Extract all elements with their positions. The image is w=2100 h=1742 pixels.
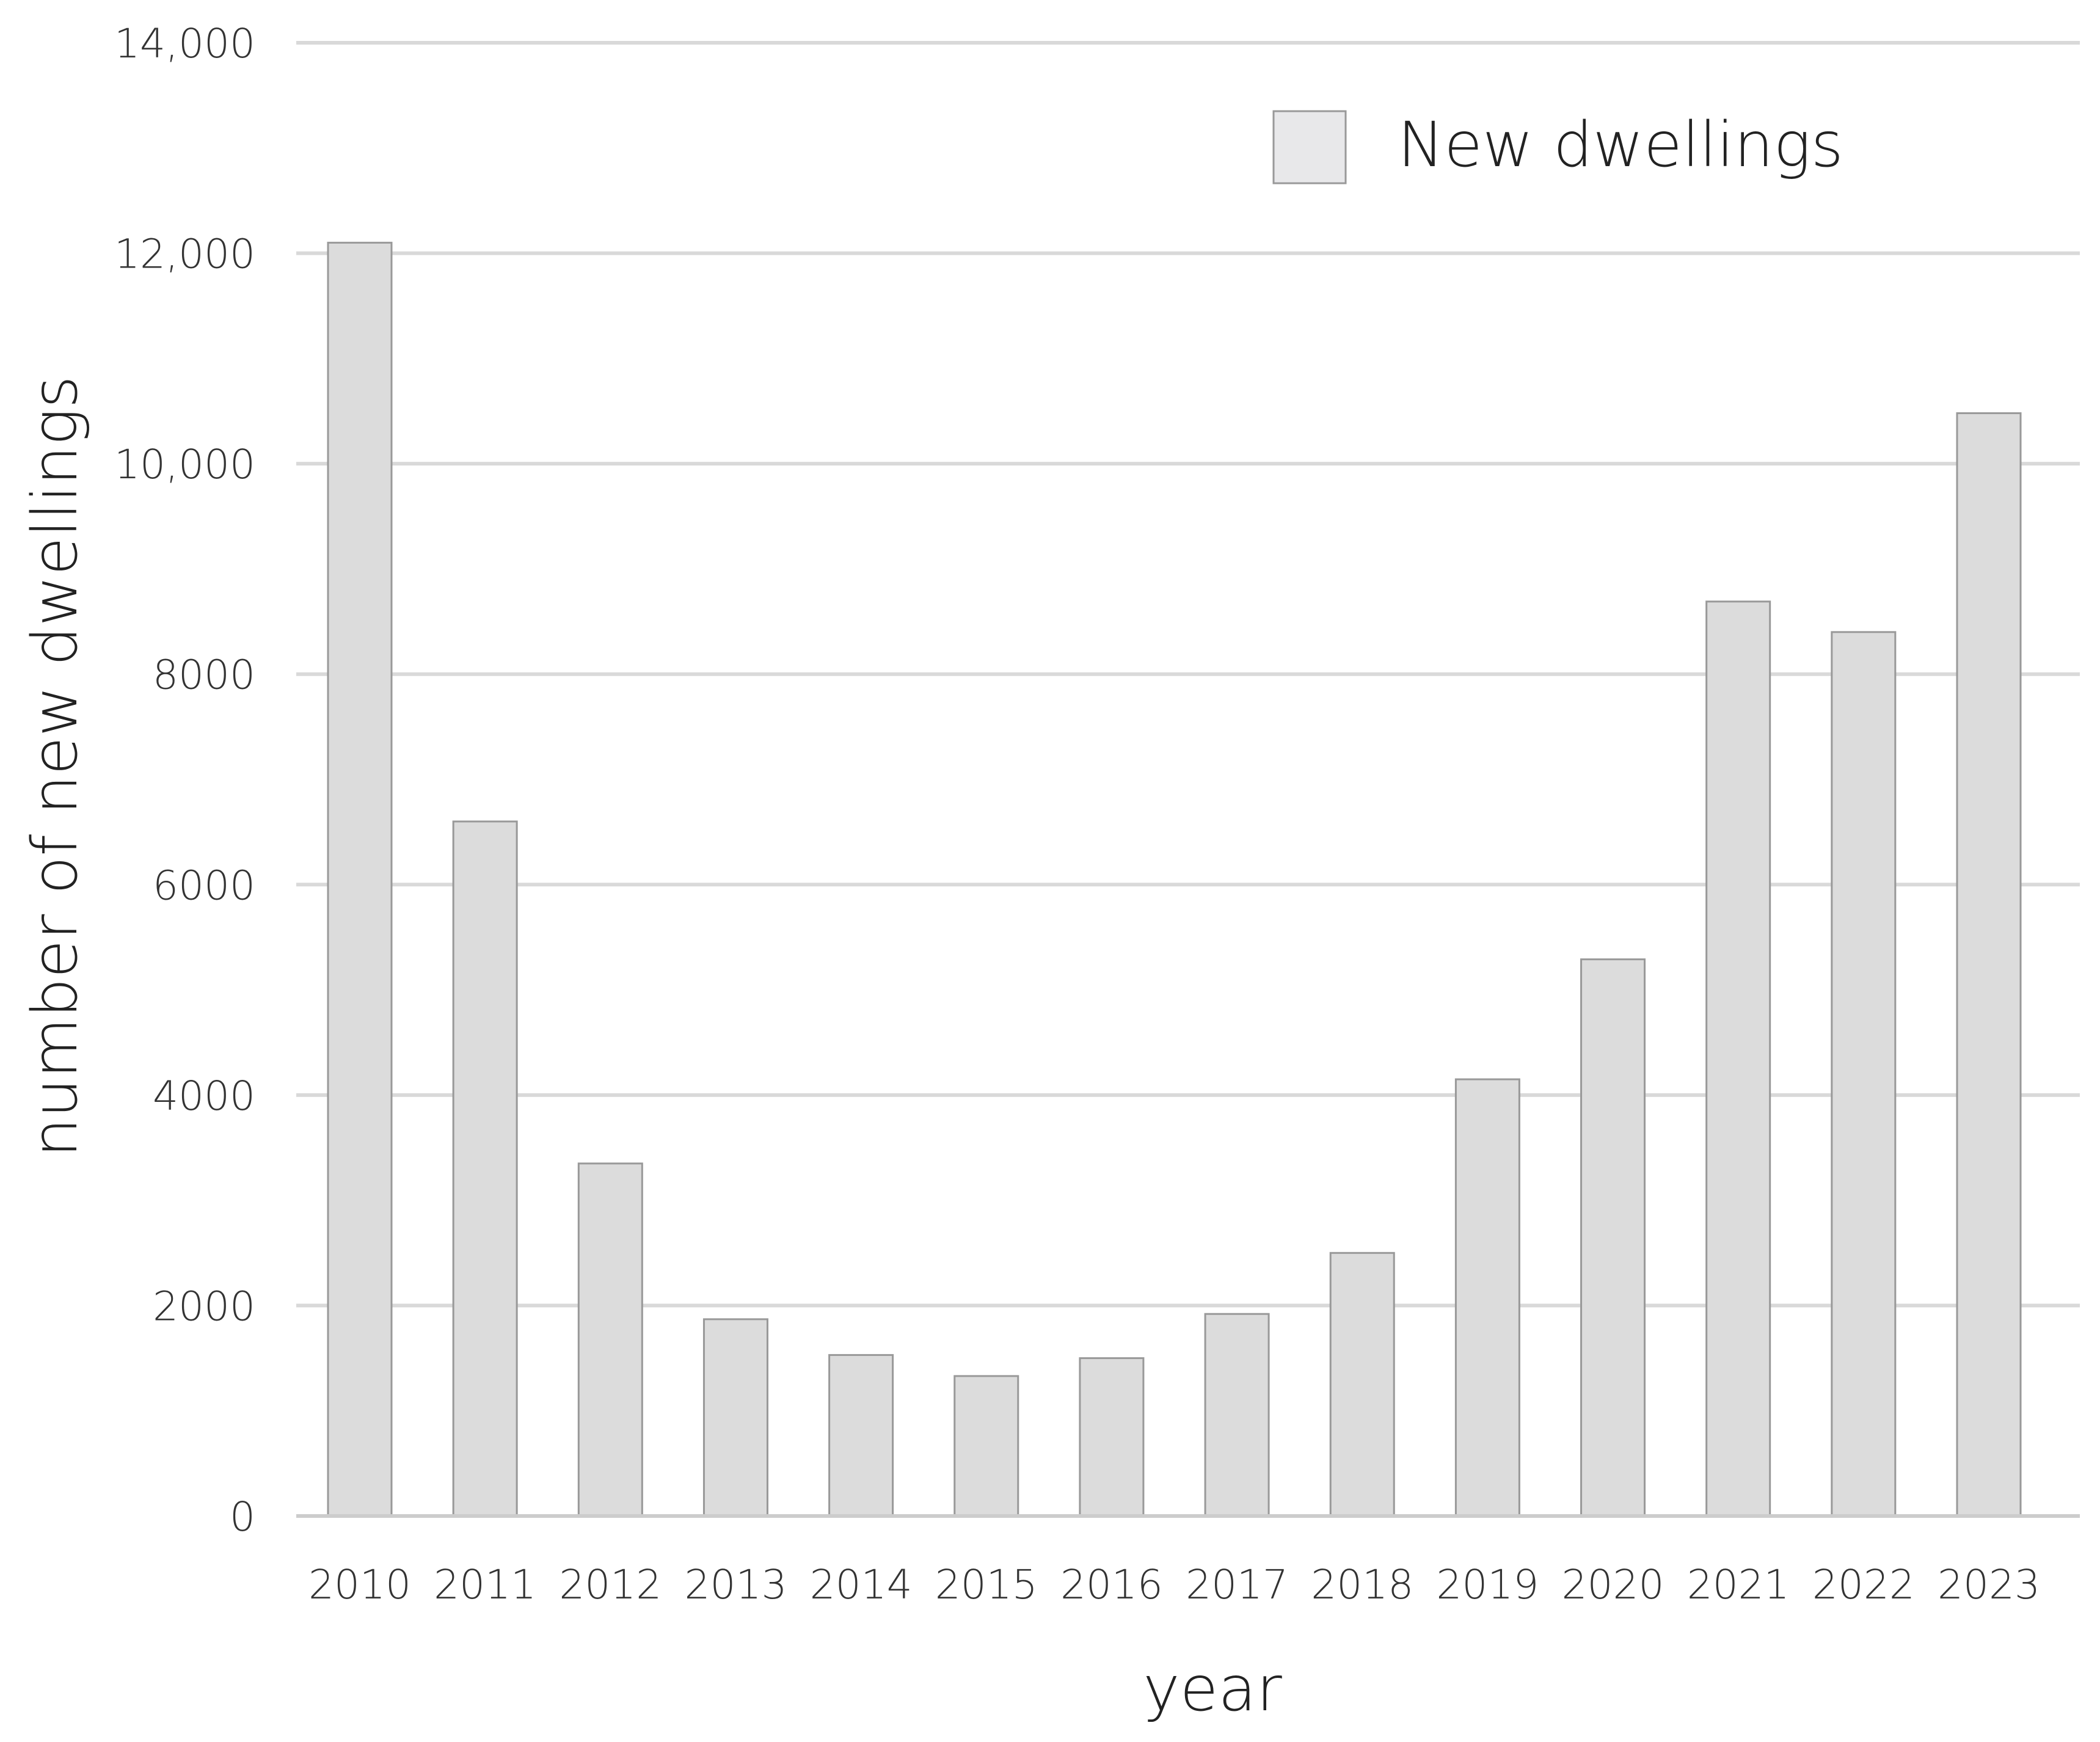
bar-2018 [1329, 1252, 1395, 1517]
x-tick-label-2018: 2018 [1311, 1561, 1413, 1608]
bars [327, 241, 2022, 1517]
x-tick-label-2015: 2015 [935, 1561, 1038, 1608]
x-axis-tick-labels: 2010 2011 2012 2013 2014 2015 2016 2017 2018 2019… [308, 1561, 2040, 1608]
y-tick-label: 2000 [153, 1283, 255, 1330]
bar-2017 [1204, 1313, 1270, 1517]
x-tick-label-2023: 2023 [1938, 1561, 2040, 1608]
bar-2014 [828, 1354, 894, 1517]
bar-2015 [953, 1375, 1019, 1517]
x-tick-label-2016: 2016 [1060, 1561, 1163, 1608]
legend-label-new-dwellings: New dwellings [1398, 109, 1843, 181]
x-tick-label-2010: 2010 [308, 1561, 411, 1608]
x-tick-label-2011: 2011 [434, 1561, 536, 1608]
x-tick-label-2021: 2021 [1687, 1561, 1790, 1608]
y-axis-tick-labels: 0 2000 4000 6000 8000 10,000 12,000 14,000 [114, 20, 255, 1540]
bar-2023 [1956, 412, 2022, 1517]
x-tick-label-2013: 2013 [684, 1561, 787, 1608]
x-tick-label-2012: 2012 [559, 1561, 662, 1608]
y-axis-title: number of new dwellings [19, 376, 92, 1157]
bar-2021 [1705, 600, 1771, 1517]
y-tick-label: 0 [230, 1493, 255, 1540]
bar-2012 [577, 1162, 643, 1517]
bar-2016 [1079, 1357, 1145, 1517]
bar-2020 [1580, 958, 1646, 1517]
x-tick-label-2019: 2019 [1436, 1561, 1539, 1608]
legend: New dwellings [1272, 109, 1843, 184]
y-tick-label: 10,000 [114, 441, 255, 488]
bar-2010 [327, 241, 393, 1517]
y-tick-label: 12,000 [114, 231, 255, 278]
bar-2011 [452, 820, 518, 1517]
bar-2019 [1454, 1078, 1520, 1517]
legend-swatch-new-dwellings [1272, 110, 1347, 184]
y-tick-label: 6000 [153, 862, 255, 909]
y-tick-label: 8000 [153, 652, 255, 699]
x-tick-label-2020: 2020 [1562, 1561, 1664, 1608]
x-axis-title: year [1143, 1653, 1282, 1726]
x-tick-label-2017: 2017 [1186, 1561, 1288, 1608]
gridlines [296, 41, 2080, 1308]
y-tick-label: 4000 [153, 1073, 255, 1120]
bar-2013 [702, 1318, 768, 1517]
x-tick-label-2022: 2022 [1812, 1561, 1915, 1608]
x-tick-label-2014: 2014 [810, 1561, 913, 1608]
y-tick-label: 14,000 [114, 20, 255, 67]
bar-2022 [1831, 631, 1897, 1517]
